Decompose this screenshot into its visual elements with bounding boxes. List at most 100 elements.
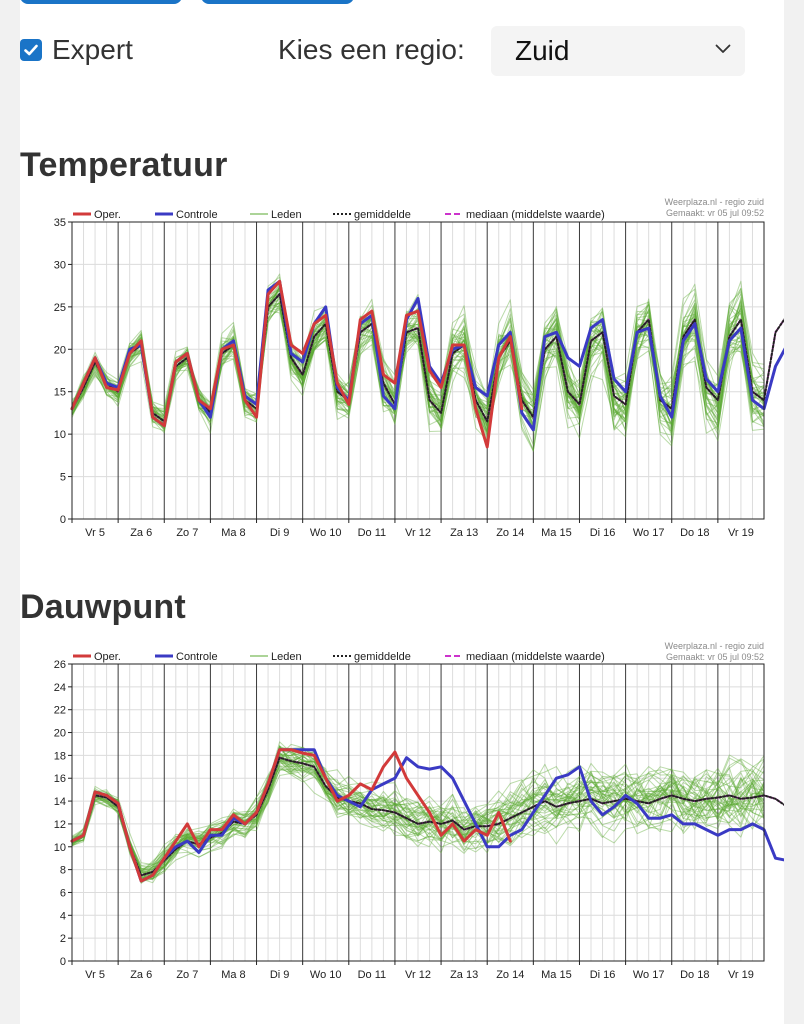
y-tick-label: 4 (60, 910, 66, 922)
legend: Oper. Controle Leden gemiddelde mediaan (mid… (73, 209, 605, 221)
credit-line-2: Gemaakt: vr 05 jul 09:52 (666, 652, 764, 662)
member-line (71, 298, 765, 429)
y-tick-label: 8 (60, 865, 66, 877)
y-tick-label: 10 (54, 842, 66, 854)
x-tick-label: Do 11 (358, 527, 387, 539)
y-tick-label: 6 (60, 887, 66, 899)
x-tick-label: Di 16 (590, 527, 616, 539)
credit-line-2: Gemaakt: vr 05 jul 09:52 (666, 208, 764, 218)
x-tick-label: Vr 12 (405, 527, 431, 539)
x-tick-label: Zo 14 (496, 527, 524, 539)
region-label: Kies een regio: (278, 34, 465, 65)
x-tick-label: Zo 14 (496, 969, 524, 981)
expert-toggle[interactable]: Expert (20, 31, 133, 69)
legend-oper-label: Oper. (94, 651, 121, 663)
member-line (71, 759, 765, 868)
x-tick-label: Vr 12 (405, 969, 431, 981)
y-tick-label: 16 (54, 773, 66, 785)
checkmark-icon (24, 44, 38, 56)
x-tick-label: Ma 8 (221, 969, 245, 981)
expert-checkbox[interactable] (20, 39, 42, 61)
member-line (71, 759, 765, 879)
y-tick-label: 2 (60, 933, 66, 945)
member-line (71, 758, 765, 874)
grid-lines (72, 664, 764, 961)
member-line (71, 758, 765, 877)
member-line (71, 303, 765, 433)
member-line (71, 765, 765, 873)
member-line (71, 751, 765, 881)
y-tick-label: 20 (54, 344, 66, 356)
temperature-chart: 0 5 10 15 20 25 30 35 Vr 5 Za 6 Zo 7 Ma 8 Di 9 Wo 10 D… (54, 197, 784, 539)
legend-controle-label: Controle (176, 651, 218, 663)
member-line (71, 292, 765, 434)
member-line (71, 286, 765, 452)
region-select-value: Zuid (515, 35, 570, 66)
member-line (71, 753, 765, 880)
member-line (71, 747, 765, 878)
x-tick-label: Di 9 (270, 969, 290, 981)
x-tick-label: Za 6 (130, 969, 152, 981)
legend-gemiddelde-label: gemiddelde (354, 209, 411, 221)
x-tick-label: Wo 10 (310, 969, 342, 981)
legend-gemiddelde-label: gemiddelde (354, 651, 411, 663)
x-tick-label: Wo 17 (633, 527, 665, 539)
y-tick-label: 25 (54, 302, 66, 314)
member-line (71, 765, 765, 884)
y-tick-label: 0 (60, 514, 66, 526)
y-tick-label: 10 (54, 429, 66, 441)
oper-line (70, 748, 512, 883)
member-line (71, 768, 765, 875)
member-line (71, 750, 765, 871)
oper-line (70, 279, 524, 449)
x-tick-label: Za 13 (450, 527, 478, 539)
credit-line-1: Weerplaza.nl - regio zuid (665, 641, 764, 651)
x-tick-label: Zo 7 (176, 527, 198, 539)
member-line (71, 756, 765, 875)
y-tick-label: 5 (60, 472, 66, 484)
x-axis: Vr 5 Za 6 Zo 7 Ma 8 Di 9 Wo 10 Do 11 Vr 12 Za 13… (71, 961, 754, 981)
x-tick-label: Vr 19 (728, 527, 754, 539)
chevron-down-icon (715, 44, 731, 53)
y-tick-label: 12 (54, 819, 66, 831)
member-line (71, 755, 765, 880)
x-tick-label: Do 18 (680, 527, 709, 539)
legend-leden-label: Leden (271, 651, 302, 663)
x-tick-label: Vr 19 (728, 969, 754, 981)
x-tick-label: Vr 5 (85, 527, 105, 539)
top-button-right[interactable] (201, 0, 354, 4)
y-tick-label: 22 (54, 705, 66, 717)
y-tick-label: 26 (54, 659, 66, 671)
dewpoint-title: Dauwpunt (20, 588, 186, 626)
member-line (71, 759, 765, 877)
member-line (71, 743, 765, 867)
member-line (71, 293, 765, 442)
legend: Oper. Controle Leden gemiddelde mediaan (mid… (73, 651, 605, 663)
legend-leden-label: Leden (271, 209, 302, 221)
member-line (71, 288, 765, 432)
member-line (71, 765, 765, 875)
plot-frame (71, 663, 765, 962)
plot-frame (71, 221, 765, 520)
member-line (71, 757, 765, 880)
y-tick-label: 0 (60, 956, 66, 968)
x-tick-label: Za 6 (130, 527, 152, 539)
region-select[interactable]: Zuid (491, 26, 745, 76)
y-tick-label: 24 (54, 682, 66, 694)
y-tick-label: 18 (54, 750, 66, 762)
x-tick-label: Do 11 (358, 969, 387, 981)
controle-line (70, 748, 784, 883)
legend-oper-label: Oper. (94, 209, 121, 221)
x-tick-label: Wo 17 (633, 969, 665, 981)
top-button-left[interactable] (20, 0, 182, 4)
member-line (71, 748, 765, 875)
x-tick-label: Di 9 (270, 527, 290, 539)
temperature-title: Temperatuur (20, 146, 228, 184)
member-line (71, 749, 765, 883)
member-line (71, 747, 765, 884)
x-tick-label: Ma 8 (221, 527, 245, 539)
y-axis: 0 5 10 15 20 25 30 35 (54, 217, 72, 526)
member-line (71, 758, 765, 883)
y-tick-label: 20 (54, 728, 66, 740)
